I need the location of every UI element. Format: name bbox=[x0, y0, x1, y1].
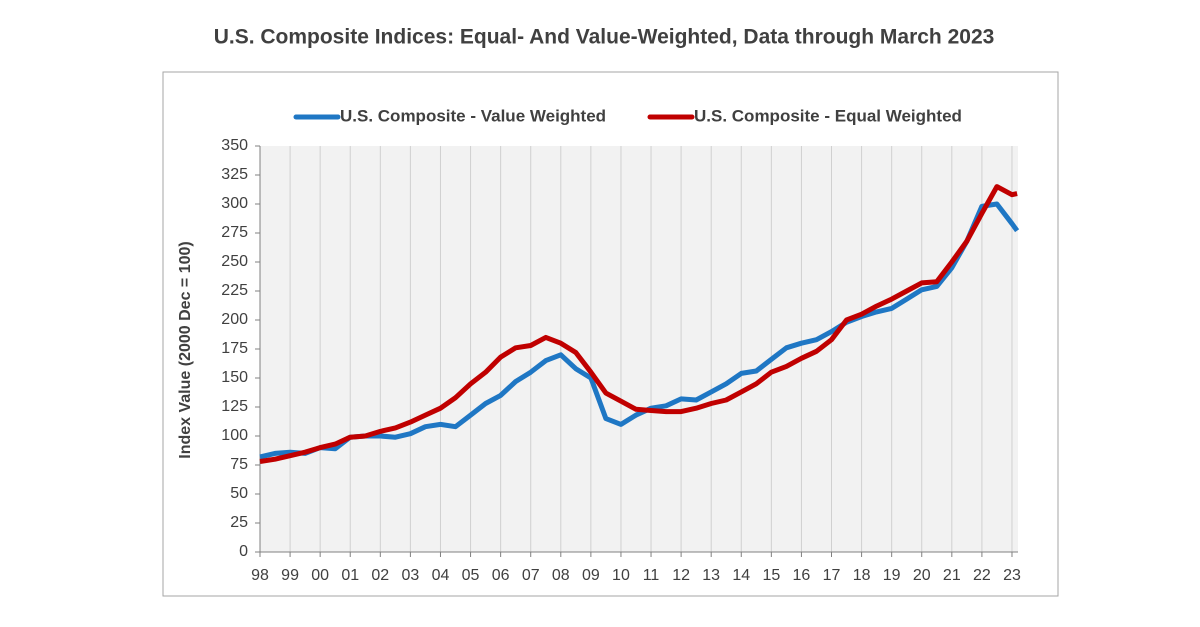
legend-label: U.S. Composite - Equal Weighted bbox=[694, 106, 962, 125]
y-tick-label: 350 bbox=[221, 137, 248, 154]
y-tick-label: 225 bbox=[221, 282, 248, 299]
x-tick-label: 07 bbox=[522, 567, 540, 584]
y-tick-label: 325 bbox=[221, 166, 248, 183]
y-tick-label: 250 bbox=[221, 253, 248, 270]
x-tick-label: 01 bbox=[341, 567, 359, 584]
y-tick-label: 125 bbox=[221, 398, 248, 415]
x-tick-label: 23 bbox=[1003, 567, 1021, 584]
x-tick-label: 05 bbox=[462, 567, 480, 584]
y-tick-label: 0 bbox=[239, 543, 248, 560]
x-tick-label: 08 bbox=[552, 567, 570, 584]
x-tick-label: 03 bbox=[401, 567, 419, 584]
y-tick-label: 275 bbox=[221, 224, 248, 241]
y-tick-label: 75 bbox=[230, 456, 248, 473]
x-tick-label: 10 bbox=[612, 567, 630, 584]
chart-title: U.S. Composite Indices: Equal- And Value… bbox=[214, 26, 995, 49]
x-tick-label: 19 bbox=[883, 567, 901, 584]
x-tick-label: 04 bbox=[432, 567, 450, 584]
x-tick-label: 21 bbox=[943, 567, 961, 584]
x-tick-label: 18 bbox=[853, 567, 871, 584]
x-tick-label: 15 bbox=[762, 567, 780, 584]
x-tick-label: 12 bbox=[672, 567, 690, 584]
plot-area bbox=[260, 146, 1018, 552]
y-tick-label: 300 bbox=[221, 195, 248, 212]
y-tick-label: 200 bbox=[221, 311, 248, 328]
legend-label: U.S. Composite - Value Weighted bbox=[340, 106, 606, 125]
x-tick-label: 14 bbox=[732, 567, 750, 584]
y-tick-label: 25 bbox=[230, 514, 248, 531]
y-axis-label: Index Value (2000 Dec = 100) bbox=[177, 241, 194, 458]
y-tick-label: 50 bbox=[230, 485, 248, 502]
x-tick-label: 00 bbox=[311, 567, 329, 584]
y-tick-label: 175 bbox=[221, 340, 248, 357]
x-tick-label: 98 bbox=[251, 567, 269, 584]
series-line bbox=[259, 184, 1018, 464]
y-tick-label: 150 bbox=[221, 369, 248, 386]
x-tick-label: 22 bbox=[973, 567, 991, 584]
x-tick-label: 17 bbox=[823, 567, 841, 584]
x-tick-label: 09 bbox=[582, 567, 600, 584]
x-tick-label: 02 bbox=[371, 567, 389, 584]
x-tick-label: 06 bbox=[492, 567, 510, 584]
x-tick-label: 16 bbox=[793, 567, 811, 584]
x-tick-label: 11 bbox=[643, 567, 660, 584]
y-tick-label: 100 bbox=[221, 427, 248, 444]
x-tick-label: 20 bbox=[913, 567, 931, 584]
x-tick-label: 99 bbox=[281, 567, 299, 584]
x-tick-label: 13 bbox=[702, 567, 720, 584]
